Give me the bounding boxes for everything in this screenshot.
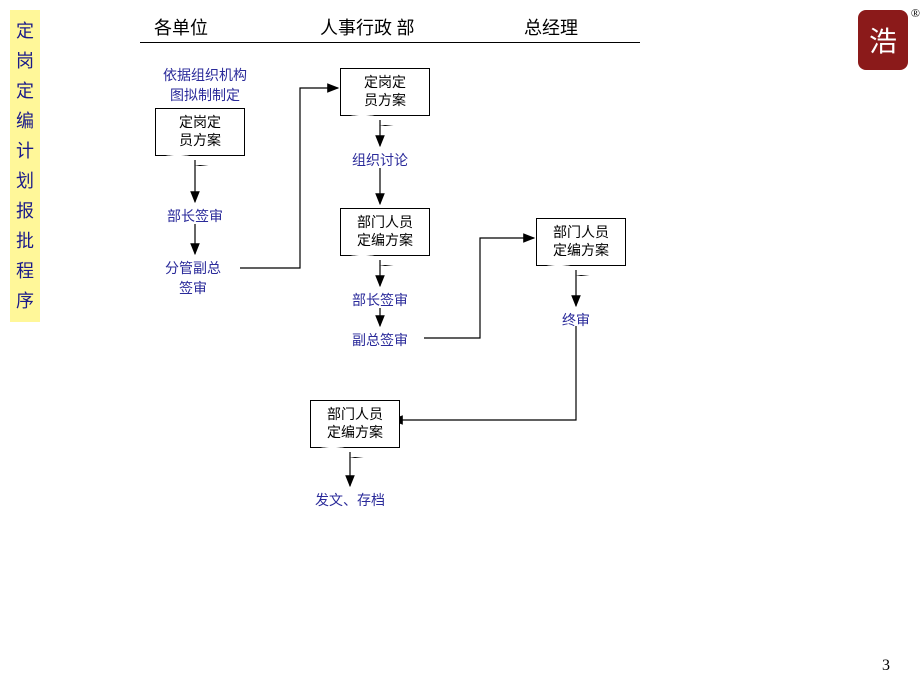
flowchart-edge xyxy=(424,238,534,338)
flowchart-document-node: 部门人员定编方案 xyxy=(340,208,430,256)
flowchart-document-node: 定岗定员方案 xyxy=(340,68,430,116)
flowchart-label: 部长签审 xyxy=(155,206,235,226)
flowchart-label: 组织讨论 xyxy=(340,150,420,170)
page-number: 3 xyxy=(882,657,890,675)
flowchart-document-node: 部门人员定编方案 xyxy=(310,400,400,448)
flowchart-label: 副总签审 xyxy=(340,330,420,350)
flowchart-label: 分管副总签审 xyxy=(148,258,238,298)
flowchart-document-node: 定岗定员方案 xyxy=(155,108,245,156)
flowchart-label: 终审 xyxy=(556,310,596,330)
flowchart-connectors xyxy=(0,0,920,690)
flowchart-canvas: 依据组织机构图拟制制定定岗定员方案部长签审分管副总签审定岗定员方案组织讨论部门人… xyxy=(0,0,920,690)
flowchart-label: 部长签审 xyxy=(340,290,420,310)
flowchart-label: 依据组织机构图拟制制定 xyxy=(150,65,260,105)
flowchart-document-node: 部门人员定编方案 xyxy=(536,218,626,266)
flowchart-label: 发文、存档 xyxy=(300,490,400,510)
flowchart-edge xyxy=(240,88,338,268)
